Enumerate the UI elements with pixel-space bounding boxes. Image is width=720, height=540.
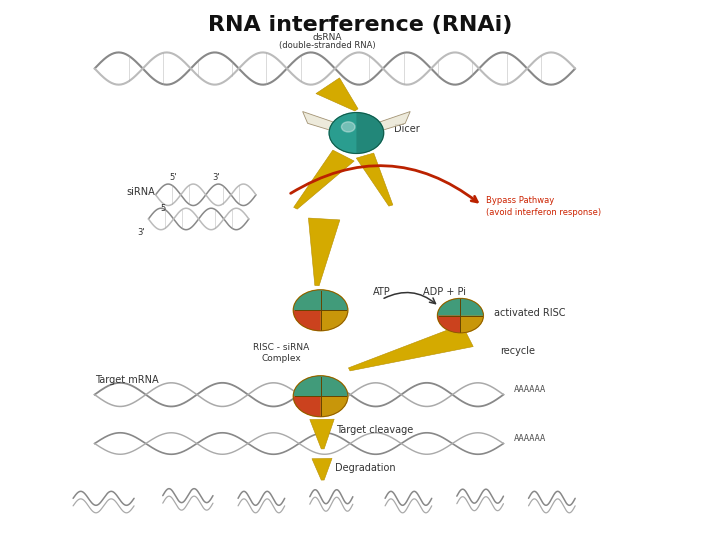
Text: 3': 3' xyxy=(138,228,145,237)
Text: AAAAAA: AAAAAA xyxy=(514,385,546,394)
Text: Target mRNA: Target mRNA xyxy=(94,375,158,385)
Polygon shape xyxy=(293,376,348,396)
Text: Dicer: Dicer xyxy=(395,124,420,134)
Text: 5': 5' xyxy=(170,173,177,182)
Text: RNA interference (RNAi): RNA interference (RNAi) xyxy=(208,15,512,35)
Text: Bypass Pathway
(avoid interferon response): Bypass Pathway (avoid interferon respons… xyxy=(485,196,600,217)
Text: (double-stranded RNA): (double-stranded RNA) xyxy=(279,40,376,50)
Circle shape xyxy=(341,122,355,132)
Text: ATP: ATP xyxy=(373,287,390,297)
Text: recycle: recycle xyxy=(500,346,535,355)
Polygon shape xyxy=(359,112,410,137)
Polygon shape xyxy=(293,310,320,330)
Polygon shape xyxy=(438,316,460,333)
Polygon shape xyxy=(312,458,332,480)
Polygon shape xyxy=(310,419,334,449)
Polygon shape xyxy=(293,396,320,417)
Polygon shape xyxy=(308,218,340,286)
Text: 3': 3' xyxy=(212,173,220,182)
Text: Degradation: Degradation xyxy=(335,463,395,473)
Circle shape xyxy=(329,113,384,153)
Text: dsRNA: dsRNA xyxy=(313,33,343,42)
Text: RISC - siRNA
Complex: RISC - siRNA Complex xyxy=(253,342,309,363)
Polygon shape xyxy=(294,150,354,209)
Text: 5: 5 xyxy=(160,204,166,213)
Circle shape xyxy=(293,290,348,330)
Text: AAAAAA: AAAAAA xyxy=(514,434,546,443)
Text: siRNA: siRNA xyxy=(127,187,156,197)
Polygon shape xyxy=(348,325,473,371)
Polygon shape xyxy=(356,153,393,206)
Polygon shape xyxy=(293,290,348,310)
Circle shape xyxy=(293,376,348,417)
Polygon shape xyxy=(438,299,483,316)
Text: activated RISC: activated RISC xyxy=(494,308,566,318)
Polygon shape xyxy=(316,78,358,111)
Text: Target cleavage: Target cleavage xyxy=(336,425,413,435)
Text: ADP + Pi: ADP + Pi xyxy=(423,287,466,297)
Polygon shape xyxy=(356,113,384,153)
Polygon shape xyxy=(302,112,354,137)
Circle shape xyxy=(438,299,483,333)
